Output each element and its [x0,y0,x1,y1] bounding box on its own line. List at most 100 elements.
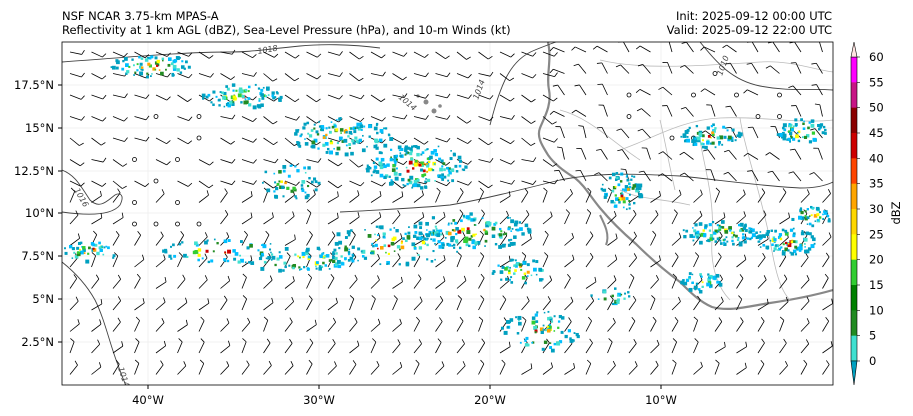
echo-pixel [257,87,261,90]
wind-barb [134,180,150,188]
wind-barb [413,137,429,145]
echo-pixel [416,183,421,188]
echo-pixel [765,245,770,250]
echo-pixel [363,125,366,128]
valid-time: Valid: 2025-09-12 22:00 UTC [666,23,832,37]
echo-pixel [740,228,745,232]
echo-pixel [707,277,711,282]
echo-pixel [399,154,403,158]
wind-barb [478,252,485,268]
echo-pixel [357,247,361,251]
echo-pixel [237,93,242,98]
echo-pixel [737,237,740,239]
echo-pixel [264,170,268,174]
echo-pixel [782,136,786,141]
wind-barb [478,295,485,311]
echo-pixel [144,58,149,62]
echo-pixel [307,166,311,170]
echo-pixel [628,193,631,196]
echo-pixel [223,239,228,244]
echo-pixel [344,236,348,239]
echo-pixel [218,98,221,102]
echo-pixel [513,264,516,267]
wind-barb [435,72,451,78]
echo-pixel [548,325,552,329]
echo-pixel [531,320,536,325]
echo-pixel [412,167,415,170]
echo-pixel [526,343,530,347]
echo-pixel [362,134,364,137]
echo-pixel [700,275,703,278]
echo-pixel [527,228,532,233]
echo-pixel [230,95,235,100]
echo-pixel [373,169,377,173]
echo-pixel [509,318,514,322]
echo-pixel [560,316,565,320]
echo-pixel [590,294,593,297]
echo-pixel [812,237,816,242]
echo-pixel [533,325,538,330]
echo-pixel [308,134,313,138]
echo-pixel [638,195,642,199]
echo-pixel [240,258,244,263]
echo-pixel [363,256,368,260]
echo-pixel [522,261,526,265]
echo-pixel [307,132,310,135]
echo-pixel [509,217,511,219]
echo-pixel [359,122,363,125]
echo-pixel [575,332,579,337]
echo-pixel [440,233,443,236]
wind-barb [435,296,444,311]
wind-barb [456,316,464,332]
wind-barb [800,339,810,354]
echo-pixel [824,132,827,135]
echo-pixel [629,185,632,188]
echo-pixel [262,244,267,249]
wind-barb [284,317,293,332]
wind-barb [435,317,443,332]
echo-pixel [818,211,821,214]
wind-barb [617,149,630,160]
echo-pixel [457,155,462,160]
echo-pixel [420,186,424,190]
wind-barb [585,231,594,246]
echo-pixel [619,180,623,183]
wind-barb [671,232,682,246]
echo-pixel [232,89,235,92]
echo-pixel [524,223,529,228]
echo-pixel [608,176,612,180]
echo-pixel [722,125,726,129]
echo-pixel [431,233,434,236]
echo-pixel [372,161,376,165]
echo-pixel [519,227,523,231]
wind-barb [392,295,398,311]
echo-pixel [310,180,314,184]
echo-pixel [150,55,154,59]
wind-barb [456,252,462,268]
echo-pixel [395,154,399,158]
echo-pixel [400,245,405,250]
echo-pixel [387,262,389,265]
echo-pixel [692,239,695,242]
echo-pixel [215,95,218,98]
echo-pixel [341,140,345,143]
echo-pixel [370,174,373,177]
echo-pixel [81,246,83,248]
wind-barb [241,180,257,185]
echo-pixel [481,217,484,220]
echo-pixel [404,153,407,156]
echo-pixel [792,249,797,254]
echo-pixel [691,273,694,276]
echo-pixel [426,178,431,182]
echo-pixel [430,231,433,234]
echo-pixel [736,134,740,138]
echo-pixel [400,147,404,152]
echo-pixel [366,165,371,170]
echo-pixel [729,229,732,232]
echo-pixel [718,226,721,230]
echo-pixel [416,152,420,157]
wind-barb [155,297,166,311]
wind-barb [306,189,316,203]
echo-pixel [500,278,503,281]
echo-pixel [475,243,478,246]
